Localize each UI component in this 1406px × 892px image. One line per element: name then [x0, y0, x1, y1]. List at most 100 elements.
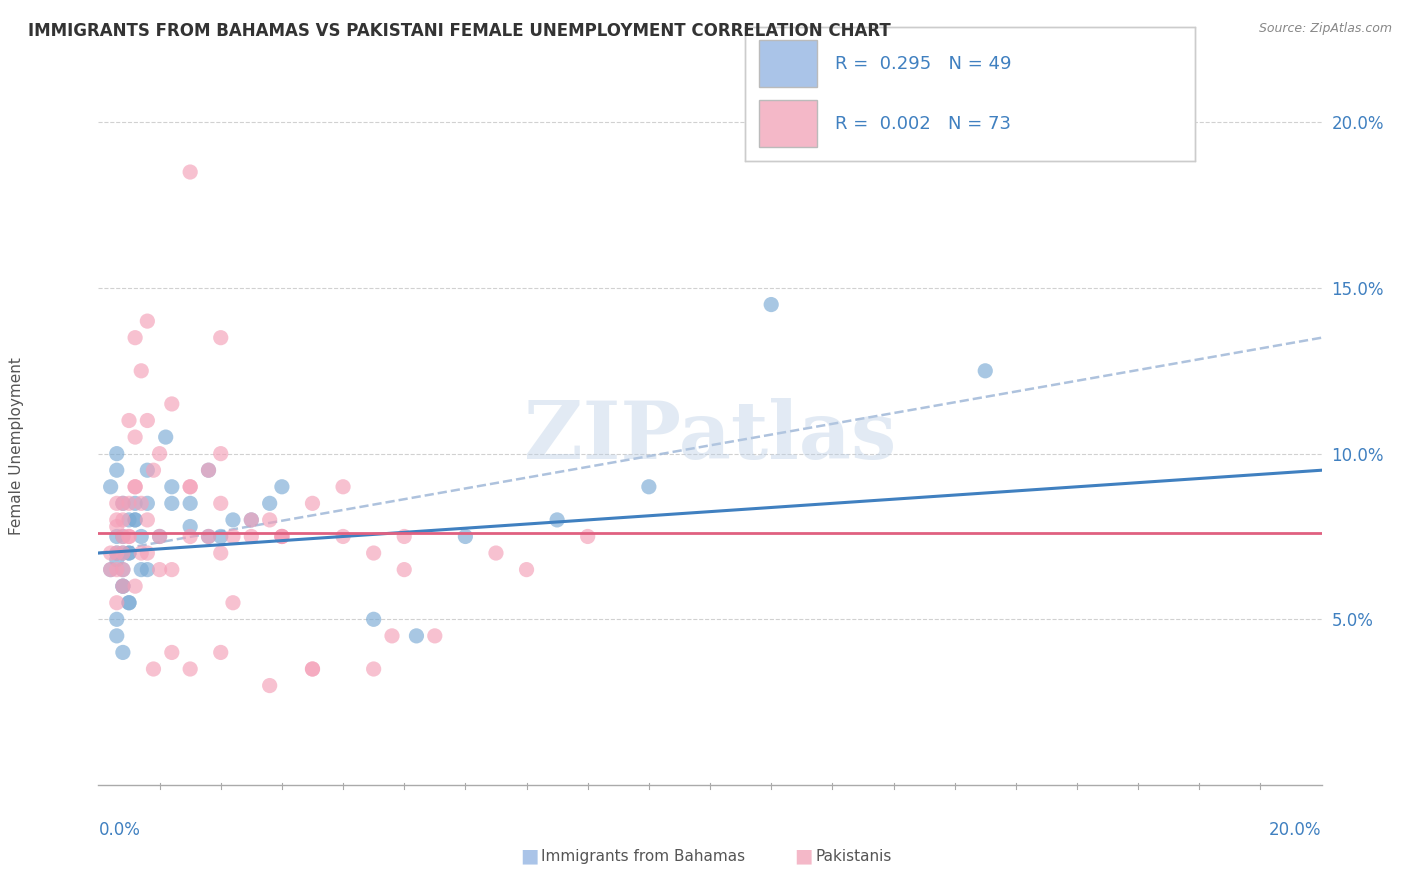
Point	[118, 496, 141, 510]
Text: 0.0%: 0.0%	[98, 821, 141, 838]
Point	[381, 629, 404, 643]
Point	[105, 552, 128, 566]
Point	[179, 496, 201, 510]
Point	[118, 596, 141, 610]
Point	[259, 679, 281, 693]
Text: ■: ■	[794, 847, 813, 866]
Point	[179, 662, 201, 676]
Point	[392, 529, 416, 543]
Point	[270, 529, 294, 543]
Point	[111, 563, 134, 577]
Text: R =  0.295   N = 49: R = 0.295 N = 49	[835, 55, 1012, 73]
FancyBboxPatch shape	[759, 101, 817, 147]
Point	[105, 519, 128, 533]
Point	[222, 513, 245, 527]
Point	[638, 480, 661, 494]
Point	[118, 513, 141, 527]
Point	[197, 463, 219, 477]
Point	[136, 413, 159, 427]
Point	[179, 165, 201, 179]
Point	[100, 563, 122, 577]
Point	[105, 612, 128, 626]
Point	[111, 546, 134, 560]
Point	[197, 463, 219, 477]
Point	[405, 629, 427, 643]
Point	[149, 563, 172, 577]
Point	[118, 413, 141, 427]
Point	[363, 662, 385, 676]
Text: 20.0%: 20.0%	[1270, 821, 1322, 838]
Text: Pakistanis: Pakistanis	[815, 849, 891, 863]
Point	[179, 480, 201, 494]
Point	[576, 529, 599, 543]
Point	[149, 529, 172, 543]
Point	[111, 529, 134, 543]
Point	[105, 463, 128, 477]
Point	[454, 529, 477, 543]
Point	[179, 480, 201, 494]
Point	[118, 546, 141, 560]
Point	[105, 496, 128, 510]
Point	[129, 546, 152, 560]
Point	[136, 314, 159, 328]
Point	[363, 546, 385, 560]
Point	[124, 579, 146, 593]
Point	[209, 331, 232, 345]
Point	[149, 529, 172, 543]
Point	[222, 596, 245, 610]
Point	[270, 529, 294, 543]
Point	[118, 529, 141, 543]
Point	[111, 546, 134, 560]
Point	[197, 529, 219, 543]
Point	[118, 596, 141, 610]
Point	[209, 529, 232, 543]
Point	[142, 463, 165, 477]
Point	[516, 563, 538, 577]
Point	[179, 519, 201, 533]
Point	[105, 629, 128, 643]
Point	[240, 513, 263, 527]
Point	[111, 563, 134, 577]
Point	[124, 430, 146, 444]
Point	[111, 513, 134, 527]
Point	[111, 579, 134, 593]
Point	[209, 447, 232, 461]
Point	[111, 579, 134, 593]
Point	[129, 529, 152, 543]
Point	[129, 496, 152, 510]
Point	[974, 364, 997, 378]
Point	[363, 612, 385, 626]
Point	[111, 645, 134, 659]
Point	[761, 297, 783, 311]
Point	[209, 645, 232, 659]
Point	[118, 546, 141, 560]
Point	[136, 546, 159, 560]
Point	[129, 364, 152, 378]
Point	[160, 480, 183, 494]
Point	[129, 563, 152, 577]
Point	[136, 463, 159, 477]
Point	[240, 529, 263, 543]
Point	[111, 579, 134, 593]
Point	[423, 629, 446, 643]
Text: Immigrants from Bahamas: Immigrants from Bahamas	[541, 849, 745, 863]
Point	[111, 496, 134, 510]
Point	[118, 529, 141, 543]
Point	[105, 563, 128, 577]
Point	[160, 645, 183, 659]
Point	[124, 513, 146, 527]
Point	[105, 513, 128, 527]
Point	[160, 496, 183, 510]
Point	[124, 513, 146, 527]
Point	[124, 331, 146, 345]
Point	[100, 480, 122, 494]
Point	[392, 563, 416, 577]
Point	[270, 529, 294, 543]
Point	[105, 546, 128, 560]
Point	[270, 480, 294, 494]
Point	[332, 529, 354, 543]
Point	[124, 480, 146, 494]
Point	[100, 546, 122, 560]
Point	[197, 529, 219, 543]
Text: Female Unemployment: Female Unemployment	[10, 357, 24, 535]
